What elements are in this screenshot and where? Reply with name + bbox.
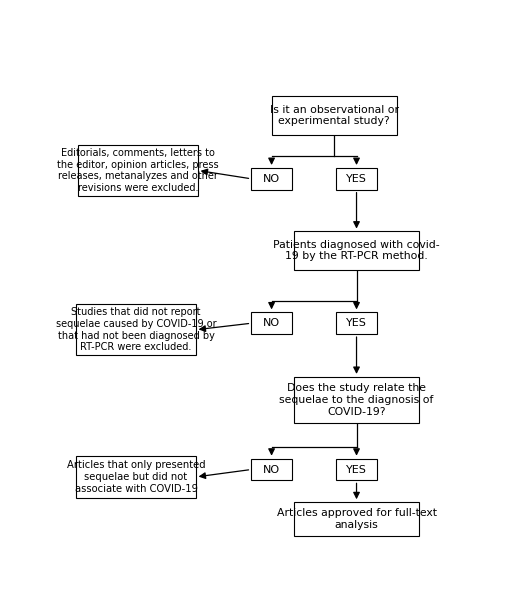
FancyBboxPatch shape <box>294 377 419 424</box>
FancyBboxPatch shape <box>252 459 292 480</box>
FancyBboxPatch shape <box>336 459 377 480</box>
Text: NO: NO <box>263 465 280 474</box>
FancyBboxPatch shape <box>78 145 198 196</box>
Text: Does the study relate the
sequelae to the diagnosis of
COVID-19?: Does the study relate the sequelae to th… <box>279 384 434 417</box>
Text: Is it an observational or
experimental study?: Is it an observational or experimental s… <box>270 105 399 126</box>
FancyBboxPatch shape <box>76 456 196 499</box>
Text: Articles approved for full-text
analysis: Articles approved for full-text analysis <box>277 508 436 530</box>
FancyBboxPatch shape <box>76 304 196 355</box>
FancyBboxPatch shape <box>252 168 292 190</box>
FancyBboxPatch shape <box>294 502 419 535</box>
Text: Editorials, comments, letters to
the editor, opinion articles, press
releases, m: Editorials, comments, letters to the edi… <box>57 148 219 193</box>
Text: NO: NO <box>263 318 280 329</box>
FancyBboxPatch shape <box>336 312 377 334</box>
Text: YES: YES <box>346 174 367 184</box>
FancyBboxPatch shape <box>252 312 292 334</box>
FancyBboxPatch shape <box>294 232 419 270</box>
Text: Patients diagnosed with covid-
19 by the RT-PCR method.: Patients diagnosed with covid- 19 by the… <box>273 240 440 261</box>
Text: YES: YES <box>346 318 367 329</box>
Text: NO: NO <box>263 174 280 184</box>
Text: Articles that only presented
sequelae but did not
associate with COVID-19: Articles that only presented sequelae bu… <box>67 460 205 494</box>
Text: YES: YES <box>346 465 367 474</box>
Text: Studies that did not report
sequelae caused by COVID-19 or
that had not been dia: Studies that did not report sequelae cau… <box>56 307 216 352</box>
FancyBboxPatch shape <box>336 168 377 190</box>
FancyBboxPatch shape <box>271 96 397 136</box>
